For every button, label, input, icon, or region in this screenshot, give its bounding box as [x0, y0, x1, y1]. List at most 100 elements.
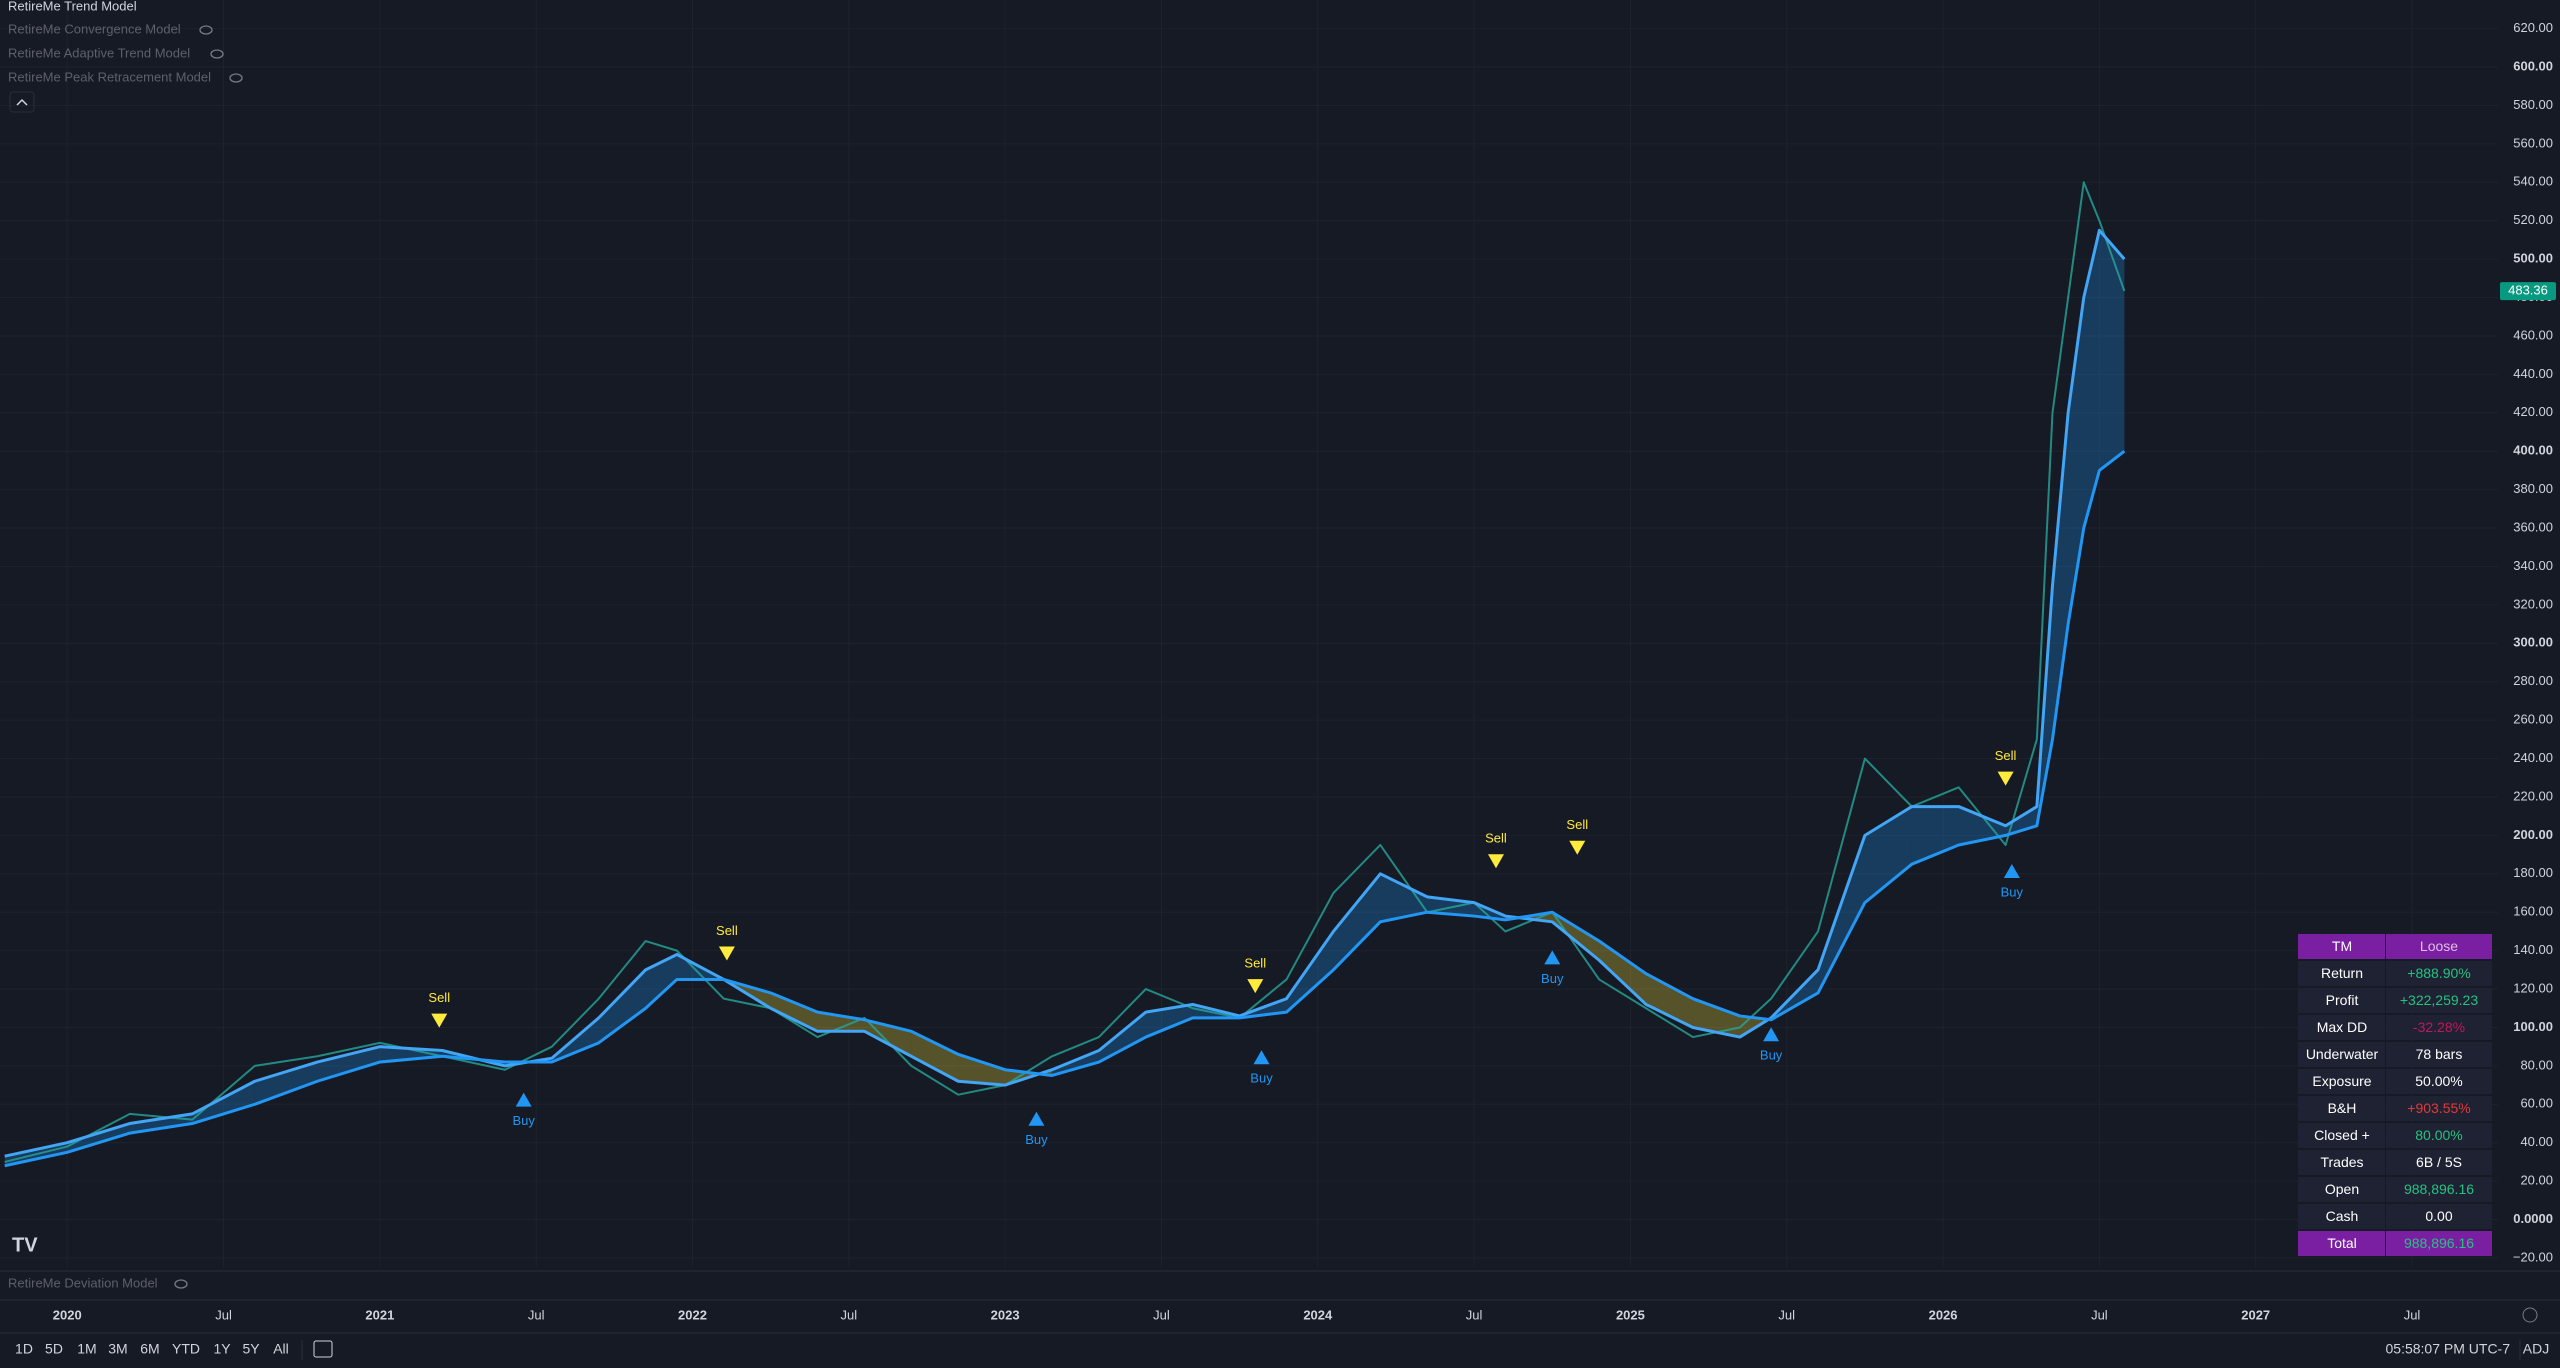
- signal-marker: [1763, 1027, 1780, 1042]
- signal-label: Sell: [1995, 748, 2017, 763]
- x-tick-label: Jul: [215, 1307, 232, 1322]
- table-row-cell: [2386, 988, 2492, 1013]
- last-price-label: 483.36: [2508, 283, 2548, 298]
- grid: [0, 0, 2498, 1267]
- trend-band: [2052, 412, 2069, 740]
- settings-icon[interactable]: [2522, 1307, 2538, 1323]
- collapse-button[interactable]: [9, 91, 35, 113]
- signal-marker: [431, 1013, 448, 1028]
- x-tick-label: Jul: [2091, 1307, 2108, 1322]
- trend-band: [1098, 1012, 1146, 1063]
- trend-band: [1145, 1004, 1193, 1038]
- y-tick-label: 100.00: [2513, 1019, 2553, 1034]
- trend-band: [1286, 931, 1334, 1013]
- range-button[interactable]: 5Y: [242, 1341, 260, 1357]
- trend-band: [645, 954, 677, 1009]
- y-tick-label: 140.00: [2513, 942, 2553, 957]
- table-row-cell: [2386, 1204, 2492, 1229]
- x-tick-label: 2024: [1303, 1307, 1333, 1322]
- y-tick-label: 520.00: [2513, 212, 2553, 227]
- y-tick-label: 600.00: [2513, 58, 2553, 73]
- table-footer-value: 988,896.16: [2404, 1235, 2474, 1251]
- y-tick-label: 540.00: [2513, 174, 2553, 189]
- x-tick-label: 2021: [365, 1307, 394, 1322]
- indicator-title[interactable]: RetireMe Adaptive Trend Model: [8, 45, 190, 60]
- table-row-cell: [2298, 1015, 2385, 1040]
- table-header-cell: [2298, 934, 2385, 959]
- y-tick-label: 180.00: [2513, 865, 2553, 880]
- eye-icon[interactable]: [174, 1279, 188, 1289]
- table-row-value: 0.00: [2425, 1208, 2452, 1224]
- trend-band: [770, 992, 818, 1032]
- clock: 05:58:07 PM UTC-7: [2386, 1341, 2511, 1357]
- logo[interactable]: TV: [12, 1234, 38, 1256]
- table-header-value: Loose: [2420, 938, 2458, 954]
- range-button[interactable]: YTD: [172, 1341, 200, 1357]
- table-row-label: B&H: [2328, 1100, 2357, 1116]
- range-button[interactable]: 1D: [15, 1341, 33, 1357]
- eye-icons[interactable]: [199, 25, 243, 83]
- range-button[interactable]: 1M: [77, 1341, 96, 1357]
- table-row-value: +903.55%: [2407, 1100, 2470, 1116]
- table-row-label: Closed +: [2314, 1127, 2370, 1143]
- trend-band: [1333, 873, 1381, 970]
- trend-band: [817, 1012, 865, 1032]
- trend-band: [1646, 973, 1693, 1028]
- range-button[interactable]: 6M: [140, 1341, 159, 1357]
- table-row-value: 988,896.16: [2404, 1181, 2474, 1197]
- range-button[interactable]: 3M: [108, 1341, 127, 1357]
- y-tick-label: 300.00: [2513, 635, 2553, 650]
- table-footer-label: Total: [2327, 1235, 2357, 1251]
- x-tick-label: Jul: [841, 1307, 858, 1322]
- y-tick-label: 580.00: [2513, 97, 2553, 112]
- trend-band: [2068, 297, 2084, 625]
- y-tick-label: 360.00: [2513, 519, 2553, 534]
- table-row-cell: [2386, 1150, 2492, 1175]
- table-row-label: Max DD: [2317, 1019, 2368, 1035]
- collapse-icon: [16, 98, 28, 106]
- table-row-cell: [2386, 1042, 2492, 1067]
- trend-band: [2083, 230, 2100, 529]
- trend-band: [317, 1046, 380, 1082]
- date-range-icon[interactable]: [313, 1340, 333, 1358]
- y-tick-label: 220.00: [2513, 788, 2553, 803]
- adjust-button[interactable]: ADJ: [2523, 1341, 2549, 1357]
- indicator-title[interactable]: RetireMe Convergence Model: [8, 21, 181, 36]
- trend-band: [192, 1081, 255, 1124]
- table-row-cell: [2298, 1042, 2385, 1067]
- plot: Sell Buy Sell Buy Sell Buy Sell Buy Sell Buy Sell B…: [4, 181, 2126, 1168]
- price-line: [4, 181, 2126, 1163]
- signal-marker: [1569, 840, 1586, 855]
- signal-label: Buy: [512, 1113, 535, 1128]
- signal-marker: [515, 1092, 532, 1107]
- table-row-value: 6B / 5S: [2416, 1154, 2462, 1170]
- range-button[interactable]: 5D: [45, 1341, 63, 1357]
- table-row-cell: [2298, 1177, 2385, 1202]
- signal-marker: [2003, 863, 2020, 878]
- y-tick-label: 20.00: [2520, 1173, 2553, 1188]
- table-row-value: -32.28%: [2413, 1019, 2465, 1035]
- y-tick-label: 440.00: [2513, 366, 2553, 381]
- y-tick-label: −20.00: [2513, 1249, 2553, 1264]
- table-row-label: Open: [2325, 1181, 2359, 1197]
- table-row-cell: [2298, 1096, 2385, 1121]
- table-row-cell: [2386, 961, 2492, 986]
- range-button[interactable]: 1Y: [213, 1341, 231, 1357]
- trend-band: [254, 1062, 318, 1105]
- table-row-label: Underwater: [2306, 1046, 2379, 1062]
- indicator-title[interactable]: RetireMe Trend Model: [8, 0, 137, 13]
- table-row-cell: [2386, 1123, 2492, 1148]
- trend-line: [4, 228, 2126, 1158]
- signal-marker: [1487, 854, 1504, 869]
- y-tick-label: 40.00: [2520, 1134, 2553, 1149]
- table-footer-cell: [2386, 1231, 2492, 1256]
- y-tick-label: 320.00: [2513, 596, 2553, 611]
- trend-band: [911, 1031, 959, 1082]
- indicator-title[interactable]: RetireMe Peak Retracement Model: [8, 69, 211, 84]
- range-button[interactable]: All: [273, 1341, 289, 1357]
- indicator-title[interactable]: RetireMe Deviation Model: [8, 1275, 158, 1290]
- signal-marker: [718, 946, 735, 961]
- table-row-cell: [2386, 1177, 2492, 1202]
